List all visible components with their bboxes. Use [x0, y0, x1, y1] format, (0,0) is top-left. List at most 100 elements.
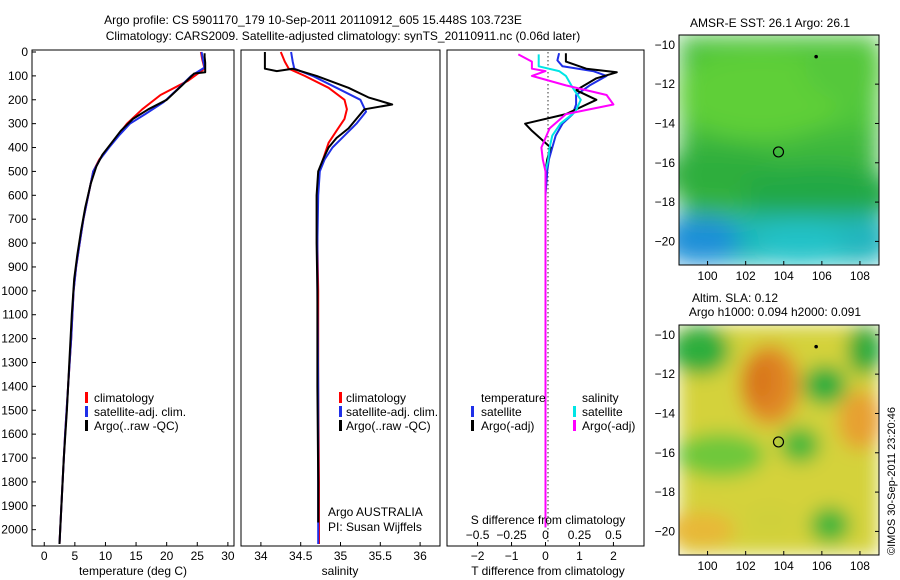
temperature-series	[58, 51, 207, 545]
series-line-argo	[263, 52, 394, 523]
sst-map-frame	[678, 34, 880, 266]
temperature-plot-frame	[31, 49, 235, 547]
lat-tick-label: −10	[655, 328, 676, 342]
legend-label-climatology: climatology	[94, 391, 154, 405]
legend-swatch-s-argo	[573, 420, 576, 431]
salinity-axis-label: salinity	[322, 564, 359, 578]
lon-tick-label: 100	[698, 559, 718, 573]
difference-series	[517, 52, 618, 528]
temperature-axis: 0 5 10 15 20 25 30	[41, 542, 235, 563]
sla-map-panel: Altim. SLA: 0.12 Argo h1000: 0.094 h2000…	[655, 291, 880, 573]
x-tick-label: 35.5	[369, 549, 393, 563]
x-tick-label: 2	[610, 549, 617, 563]
depth-tick-label: 700	[8, 212, 28, 226]
sst-heatmap-field	[679, 35, 879, 265]
depth-tick-label: 1500	[1, 403, 28, 417]
lat-tick-label: −18	[655, 485, 676, 499]
x-tick-label: 34.5	[289, 549, 313, 563]
temperature-axis-label: temperature (deg C)	[79, 564, 187, 578]
lat-tick-label: −14	[655, 406, 676, 420]
depth-tick-label: 300	[8, 117, 28, 131]
depth-tick-label: 1900	[1, 499, 28, 513]
depth-tick-label: 1100	[2, 308, 28, 322]
depth-tick-label: 800	[8, 236, 28, 250]
salinity-series	[263, 51, 394, 544]
s-tick-label: 0.5	[605, 528, 622, 542]
x-tick-label: 5	[72, 549, 79, 563]
lat-tick-label: −12	[655, 367, 676, 381]
salinity-legend: climatology satellite-adj. clim. Argo(..…	[339, 391, 438, 433]
sst-latitude-axis: −10 −12 −14 −16 −18 −20	[655, 38, 879, 248]
x-tick-label: −2	[471, 549, 485, 563]
legend-swatch-climatology	[85, 392, 88, 403]
depth-tick-label: 900	[8, 260, 28, 274]
temperature-legend: climatology satellite-adj. clim. Argo(..…	[85, 391, 186, 433]
x-tick-label: 15	[129, 549, 143, 563]
lon-tick-label: 104	[774, 269, 794, 283]
float-location-marker	[772, 146, 785, 158]
x-tick-label: 1	[576, 549, 583, 563]
legend-label-satellite-adj: satellite-adj. clim.	[346, 405, 438, 419]
legend-label-argo: Argo(..raw -QC)	[346, 419, 431, 433]
legend-swatch-satellite-adj	[339, 406, 342, 417]
x-tick-label: 0	[542, 549, 549, 563]
s-tick-label: −0.5	[466, 528, 490, 542]
lat-tick-label: −20	[655, 234, 676, 248]
s-difference-axis-label: S difference from climatology	[471, 513, 626, 527]
legend-swatch-argo	[85, 420, 88, 431]
sst-map-title: AMSR-E SST: 26.1 Argo: 26.1	[690, 16, 850, 30]
x-tick-label: 34	[254, 549, 268, 563]
sst-longitude-axis: 100 102 104 106 108	[698, 261, 870, 283]
sst-map-panel: AMSR-E SST: 26.1 Argo: 26.1 100 102 104 106…	[655, 16, 880, 283]
depth-tick-label: 1800	[1, 475, 28, 489]
legend-title-salinity: salinity	[582, 391, 619, 405]
depth-tick-label: 100	[8, 69, 28, 83]
lat-tick-label: −12	[655, 77, 676, 91]
sla-heatmap-field	[679, 325, 879, 555]
sla-map-title-line1: Altim. SLA: 0.12	[692, 291, 778, 305]
depth-axis: 0 100 200 300 400 500 600 700 800 900 1000 1100 1200…	[1, 45, 36, 537]
figure-title-line1: Argo profile: CS 5901170_179 10-Sep-2011…	[104, 13, 522, 27]
legend-label-climatology: climatology	[346, 391, 406, 405]
t-difference-axis-label: T difference from climatology	[471, 564, 625, 578]
legend-swatch-t-satellite	[471, 406, 474, 417]
reference-point-marker	[814, 344, 818, 349]
reference-point-marker	[814, 54, 818, 59]
series-line-argo	[58, 53, 207, 545]
lon-tick-label: 102	[736, 269, 756, 283]
s-tick-label: 0	[542, 528, 549, 542]
depth-tick-label: 1700	[1, 451, 28, 465]
depth-tick-label: 500	[8, 164, 28, 178]
lon-tick-label: 106	[812, 559, 832, 573]
x-tick-label: 36	[413, 549, 427, 563]
float-agency-label: Argo AUSTRALIA	[328, 505, 423, 519]
salinity-plot-frame	[240, 49, 441, 547]
lon-tick-label: 108	[850, 559, 870, 573]
legend-label-s-argo: Argo(-adj)	[582, 419, 635, 433]
depth-tick-label: 600	[8, 188, 28, 202]
lon-tick-label: 104	[774, 559, 794, 573]
lat-tick-label: −18	[655, 195, 676, 209]
x-tick-label: 35	[334, 549, 348, 563]
series-line-argo_salinity_diff	[517, 53, 615, 528]
difference-legend: temperature salinity satellite Argo(-adj…	[471, 391, 635, 433]
depth-tick-label: 1200	[1, 332, 28, 346]
x-tick-label: 0	[41, 549, 48, 563]
lat-tick-label: −20	[655, 524, 676, 538]
figure-title-line2: Climatology: CARS2009. Satellite-adjuste…	[106, 29, 580, 43]
x-tick-label: 30	[221, 549, 235, 563]
x-tick-label: −1	[505, 549, 519, 563]
legend-label-t-satellite: satellite	[481, 405, 522, 419]
temperature-profile-panel: 0100200300400500600700800900100011001200…	[1, 45, 235, 578]
lon-tick-label: 106	[812, 269, 832, 283]
x-tick-label: 10	[99, 549, 113, 563]
lat-tick-label: −10	[655, 38, 676, 52]
x-tick-label: 20	[160, 549, 174, 563]
depth-tick-label: 400	[8, 141, 28, 155]
lat-tick-label: −14	[655, 116, 676, 130]
s-tick-label: −0.25	[496, 528, 527, 542]
sla-longitude-axis: 100 102 104 106 108	[698, 551, 870, 573]
x-tick-label: 25	[191, 549, 205, 563]
legend-swatch-argo	[339, 420, 342, 431]
sla-latitude-axis: −10 −12 −14 −16 −18 −20	[655, 328, 879, 538]
